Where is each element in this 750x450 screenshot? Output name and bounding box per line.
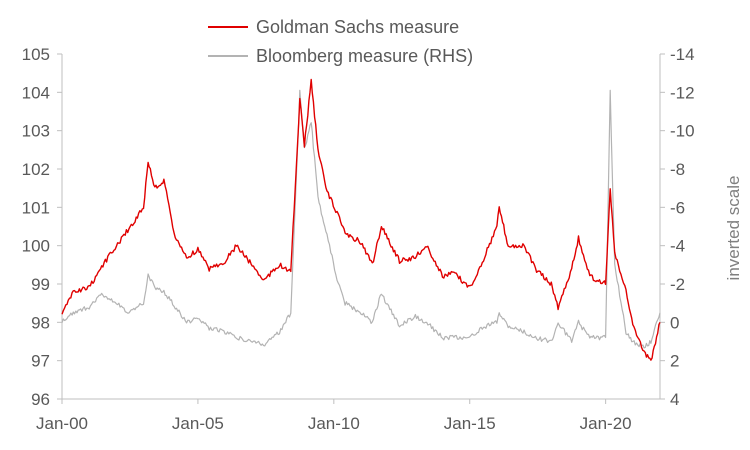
left-tick-label: 97 (31, 352, 50, 371)
series-line-bloomberg (61, 89, 661, 349)
x-tick-label: Jan-15 (444, 414, 496, 433)
left-tick-label: 102 (22, 160, 50, 179)
left-tick-label: 99 (31, 275, 50, 294)
axes: 96 97 98 99 100 101 102 103 104 105 -14 -12 -10 -8 -6 -… (22, 45, 695, 433)
series-layer (61, 78, 661, 361)
left-tick-label: 103 (22, 122, 50, 141)
right-tick-label: 4 (670, 390, 679, 409)
right-axis-title: inverted scale (724, 176, 743, 281)
left-tick-label: 104 (22, 83, 50, 102)
left-tick-label: 105 (22, 45, 50, 64)
right-tick-label: -14 (670, 45, 695, 64)
left-tick-label: 98 (31, 313, 50, 332)
series-line-goldman (61, 78, 661, 361)
legend-label-goldman: Goldman Sachs measure (256, 17, 459, 37)
right-tick-label: 2 (670, 352, 679, 371)
x-tick-label: Jan-20 (580, 414, 632, 433)
right-tick-label: -4 (670, 237, 685, 256)
legend-label-bloomberg: Bloomberg measure (RHS) (256, 46, 473, 66)
left-tick-label: 100 (22, 237, 50, 256)
right-tick-label: -2 (670, 275, 685, 294)
x-tick-label: Jan-10 (308, 414, 360, 433)
left-tick-label: 101 (22, 198, 50, 217)
x-tick-label: Jan-05 (172, 414, 224, 433)
right-tick-label: -6 (670, 198, 685, 217)
right-tick-label: -12 (670, 83, 695, 102)
right-tick-label: -10 (670, 122, 695, 141)
x-tick-label: Jan-00 (36, 414, 88, 433)
right-tick-label: 0 (670, 313, 679, 332)
legend: Goldman Sachs measure Bloomberg measure … (208, 17, 473, 66)
left-tick-label: 96 (31, 390, 50, 409)
right-tick-label: -8 (670, 160, 685, 179)
